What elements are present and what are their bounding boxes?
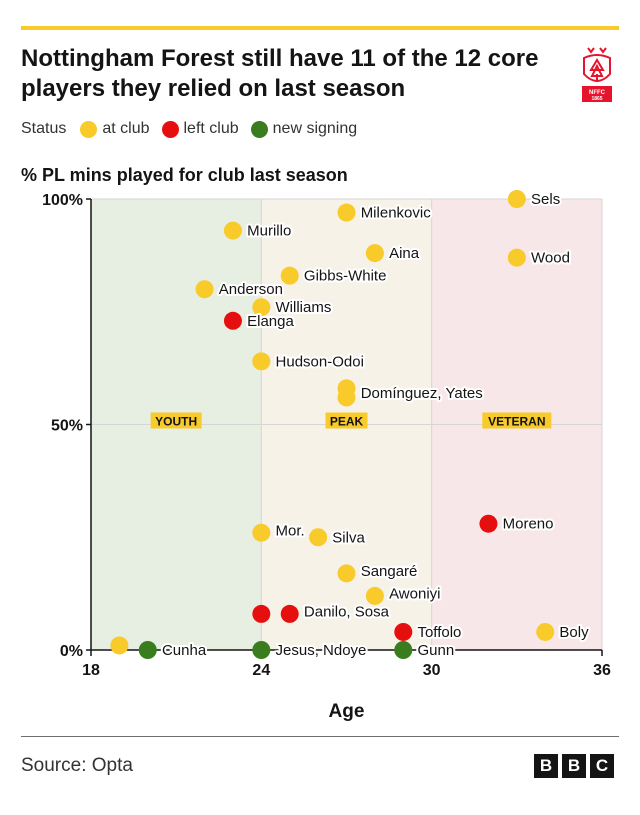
point-label: Murillo [247, 223, 291, 240]
point-label: Elanga [247, 313, 294, 330]
point-label: Anderson [219, 281, 283, 298]
x-tick-label: 24 [252, 662, 270, 679]
data-point [252, 523, 271, 542]
data-point [280, 604, 299, 623]
data-point [507, 248, 526, 267]
data-point [252, 352, 271, 371]
point-label: Milenkovic [361, 205, 432, 222]
legend-text-new-signing: new signing [272, 120, 358, 137]
data-point [309, 528, 328, 547]
data-point [280, 266, 299, 285]
data-point [479, 514, 498, 533]
point-label: Gunn [417, 642, 454, 659]
data-point [195, 280, 214, 299]
point-label: Silva [332, 529, 365, 546]
point-label: Boly [559, 624, 589, 641]
zone-label: VETERAN [488, 415, 545, 429]
bbc-logo-letter: B [534, 754, 558, 778]
x-tick-label: 36 [593, 662, 611, 679]
x-axis-title: Age [329, 701, 365, 722]
accent-bar [21, 26, 619, 30]
data-point [110, 636, 129, 655]
point-label: Hudson-Odoi [276, 353, 364, 370]
point-label: Cunha [162, 642, 207, 659]
source-note: Source: Opta [21, 755, 133, 776]
zone-label-bg [150, 412, 202, 429]
x-tick-label: 30 [423, 662, 441, 679]
data-point [394, 641, 413, 659]
legend-label: Status [21, 120, 67, 137]
point-label: Sels [531, 191, 560, 208]
point-label: Wood [531, 250, 570, 267]
point-label: Awoniyi [389, 586, 440, 603]
data-point [138, 641, 157, 659]
data-point [536, 622, 555, 641]
bbc-logo-letter: B [562, 754, 586, 778]
data-point [365, 586, 384, 605]
legend-swatch-left-club [161, 120, 179, 138]
svg-text:1865: 1865 [591, 96, 602, 102]
legend-swatch-at-club [80, 120, 98, 138]
bbc-logo-letter: C [590, 754, 614, 778]
data-point [337, 388, 356, 407]
zone-label-bg [482, 412, 552, 429]
legend-text-left-club: left club [183, 120, 239, 137]
data-point [252, 604, 271, 623]
legend-text-at-club: at club [102, 120, 150, 137]
svg-text:NFFC: NFFC [589, 90, 606, 96]
legend-item-at-club: at club [80, 120, 150, 138]
point-label: Sangaré [361, 563, 418, 580]
point-label: Toffolo [417, 624, 461, 641]
data-point [252, 298, 271, 317]
legend-swatch-new-signing [250, 120, 268, 138]
data-point [223, 221, 242, 240]
point-label: Moreno [503, 516, 554, 533]
data-point [252, 641, 271, 659]
legend-item-left-club: left club [161, 120, 239, 138]
data-point [507, 190, 526, 208]
data-point [365, 244, 384, 263]
y-tick-label: 50% [51, 418, 83, 435]
zone-label: YOUTH [155, 415, 197, 429]
nottingham-forest-crest-icon: NFFC 1865 [582, 47, 612, 102]
zone-label: PEAK [330, 415, 364, 429]
point-label: Danilo, Sosa [304, 604, 390, 621]
chart-subtitle: % PL mins played for club last season [21, 165, 348, 185]
chart-legend: Status at club left club new signing [21, 118, 369, 140]
point-label: Mor. [276, 522, 305, 539]
point-label: Aina [389, 245, 420, 262]
point-label: Domínguez, Yates [361, 385, 483, 402]
point-label: Jesus, Ndoye [276, 642, 367, 659]
chart-title: Nottingham Forest still have 11 of the 1… [21, 45, 539, 102]
point-label: Williams [276, 299, 332, 316]
scatter-chart: 0% 50% 100% 18 24 30 36 Age YOUTH PEAK VETERAN Sels… [42, 189, 611, 722]
point-label: Gibbs-White [304, 268, 387, 285]
y-tick-label: 0% [60, 643, 83, 660]
y-tick-label: 100% [42, 192, 83, 209]
legend-item-new-signing: new signing [250, 120, 358, 138]
data-point [223, 311, 242, 330]
zone-label-bg [325, 412, 368, 429]
data-point [337, 564, 356, 583]
bbc-logo: B B C [530, 754, 614, 778]
data-point [394, 622, 413, 641]
data-point [337, 203, 356, 222]
x-tick-label: 18 [82, 662, 100, 679]
footer-divider [21, 736, 619, 737]
